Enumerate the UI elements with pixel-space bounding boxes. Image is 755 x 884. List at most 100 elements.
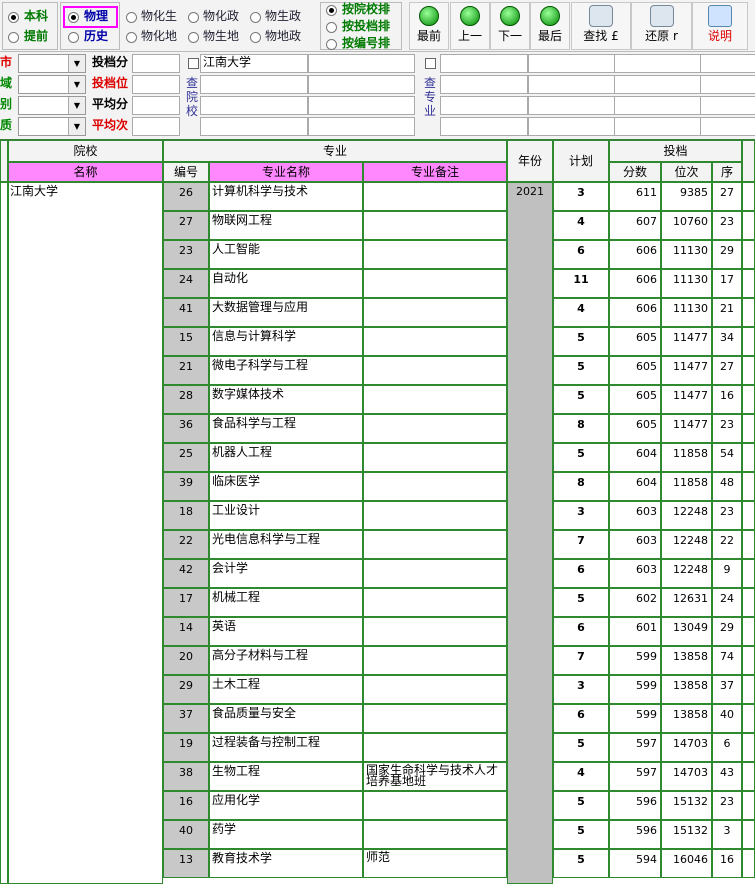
text-input[interactable] [614,75,702,94]
seq-cell: 16 [712,385,742,414]
blank-cell [742,327,755,356]
radio[interactable] [250,12,261,23]
text-input[interactable] [132,117,180,136]
text-input[interactable] [614,96,702,115]
rank-cell: 13858 [661,646,712,675]
blank-cell [742,588,755,617]
toolbar-button[interactable] [450,2,490,50]
text-input[interactable] [440,96,528,115]
radio[interactable] [188,12,199,23]
blank-cell [742,443,755,472]
radio[interactable] [188,32,199,43]
sort-option[interactable]: 按院校排 [342,2,391,16]
rank-cell: 11130 [661,298,712,327]
text-input[interactable] [440,75,528,94]
checkbox[interactable] [425,58,436,69]
subject-option[interactable]: 历史 [84,29,109,43]
text-input[interactable] [528,96,616,115]
plan-cell: 8 [553,414,609,443]
text-input[interactable] [700,96,755,115]
radio[interactable] [126,32,137,43]
text-input[interactable] [614,54,702,73]
text-input[interactable] [528,75,616,94]
text-input[interactable] [308,117,415,136]
plan-cell: 6 [553,617,609,646]
seq-cell: 37 [712,675,742,704]
button-icon [540,6,560,26]
group-box [2,2,58,50]
seq-cell: 43 [712,762,742,791]
text-input[interactable] [700,75,755,94]
text-input[interactable] [132,96,180,115]
combo-arrow[interactable]: ▼ [68,76,85,93]
combo-option[interactable]: 物生政 [265,9,302,23]
text-input[interactable] [308,96,415,115]
text-input[interactable] [308,75,415,94]
name-cell: 机械工程 [209,588,363,617]
button-label[interactable]: 最后 [537,29,562,43]
blank-cell [742,733,755,762]
text-input[interactable] [440,117,528,136]
text-input[interactable] [614,117,702,136]
text-input[interactable] [528,54,616,73]
text-input[interactable] [440,54,528,73]
combo-option[interactable]: 物生地 [203,29,240,43]
subject-option[interactable]: 物理 [84,9,109,23]
text-input[interactable] [308,54,415,73]
school-name: 江南大学 [10,184,59,198]
note-cell [363,791,507,820]
text-input[interactable] [528,117,616,136]
toolbar-button[interactable] [530,2,570,50]
text-input[interactable] [132,75,180,94]
radio[interactable] [250,32,261,43]
radio[interactable] [326,39,337,50]
button-label[interactable]: 查找 £ [583,29,619,43]
button-label[interactable]: 最前 [416,29,441,43]
combo-arrow[interactable]: ▼ [68,55,85,72]
button-label[interactable]: 还原 r [645,29,678,43]
text-input[interactable] [200,96,308,115]
text-input[interactable] [200,54,308,73]
combo-option[interactable]: 物地政 [265,29,302,43]
button-label[interactable]: 下一 [497,29,522,43]
seq-cell: 54 [712,443,742,472]
note-cell [363,356,507,385]
radio[interactable] [326,22,337,33]
combo-arrow[interactable]: ▼ [68,97,85,114]
table [0,139,755,884]
checkbox[interactable] [188,58,199,69]
plan-cell: 7 [553,530,609,559]
score-cell: 605 [609,327,661,356]
seq-cell: 29 [712,617,742,646]
sort-option[interactable]: 按投档排 [342,19,391,33]
radio[interactable] [126,12,137,23]
level-option[interactable]: 提前 [24,29,49,43]
score-cell: 603 [609,559,661,588]
rank-cell: 11858 [661,443,712,472]
text-input[interactable] [200,117,308,136]
name-cell: 土木工程 [209,675,363,704]
text-input[interactable] [200,75,308,94]
name-cell: 物联网工程 [209,211,363,240]
score-cell: 604 [609,472,661,501]
code-cell: 38 [163,762,209,791]
blank-cell [742,472,755,501]
level-option[interactable]: 本科 [24,9,49,23]
rank-cell: 10760 [661,211,712,240]
seq-cell: 16 [712,849,742,878]
rank-cell: 16046 [661,849,712,878]
name-cell: 计算机科学与技术 [209,182,363,211]
radio[interactable] [8,32,19,43]
text-input[interactable] [132,54,180,73]
sort-option[interactable]: 按编号排 [342,36,391,50]
radio[interactable] [68,32,79,43]
combo-option[interactable]: 物化生 [141,9,178,23]
button-label[interactable]: 上一 [457,29,482,43]
score-cell: 603 [609,530,661,559]
text-input[interactable] [700,54,755,73]
button-label[interactable]: 说明 [707,29,732,43]
combo-option[interactable]: 物化政 [203,9,240,23]
text-input[interactable] [700,117,755,136]
combo-arrow[interactable]: ▼ [68,118,85,135]
combo-option[interactable]: 物化地 [141,29,178,43]
